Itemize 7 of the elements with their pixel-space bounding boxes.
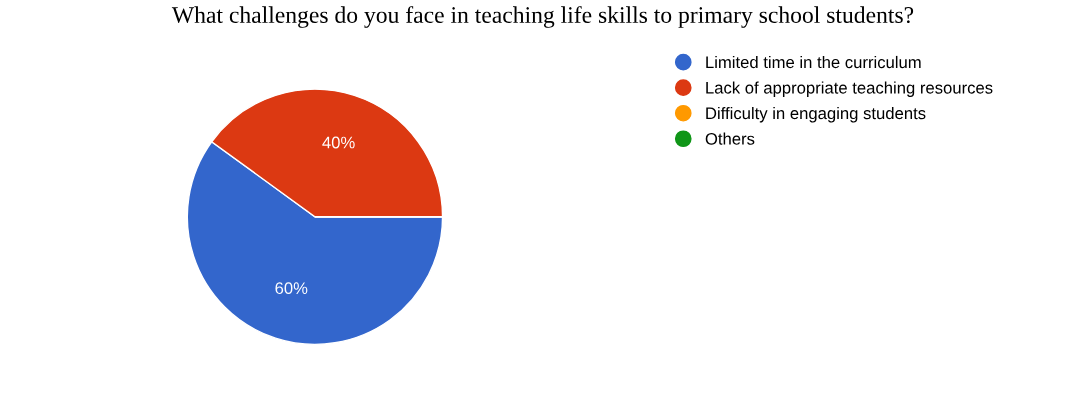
legend-label: Limited time in the curriculum: [706, 55, 921, 69]
chart-title: What challenges do you face in teaching life skills to primary school students?: [171, 6, 914, 28]
data-label: 60%: [275, 282, 308, 295]
legend-label: Others: [705, 132, 755, 145]
data-label: 40%: [322, 136, 355, 149]
legend-label: Difficulty in engaging students: [706, 106, 926, 123]
legend-label: Lack of appropriate teaching resources: [706, 81, 993, 97]
